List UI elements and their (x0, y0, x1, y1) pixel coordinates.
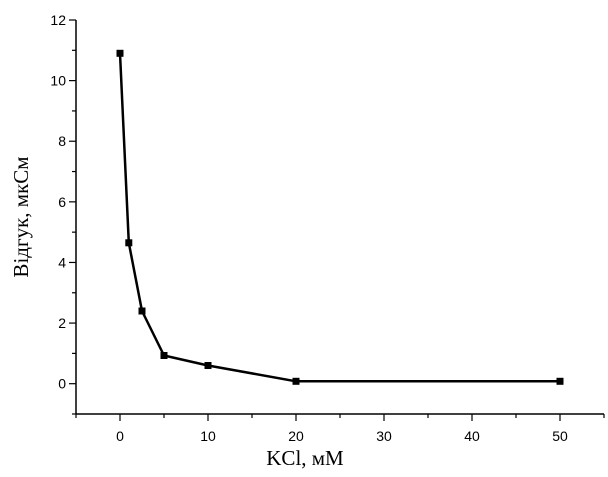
y-tick-label: 8 (58, 133, 66, 149)
y-tick-label: 6 (58, 194, 66, 210)
x-tick-label: 40 (464, 428, 480, 444)
y-tick-label: 2 (58, 315, 66, 331)
series-line (118, 53, 560, 383)
data-point (160, 352, 168, 359)
x-tick-label: 30 (376, 428, 392, 444)
x-tick-label: 10 (200, 428, 216, 444)
data-point (125, 239, 133, 247)
x-axis-title: KCl, мМ (266, 446, 344, 470)
data-point (292, 377, 300, 385)
data-point (556, 377, 564, 385)
y-axis-title: Відгук, мкСм (9, 156, 33, 277)
x-tick-label: 50 (552, 428, 568, 444)
y-tick-label: 10 (50, 73, 66, 89)
y-tick-label: 12 (50, 12, 66, 28)
x-tick-label: 0 (116, 428, 124, 444)
y-ticks (69, 19, 76, 415)
plot-frame (75, 20, 604, 415)
series-points (116, 49, 564, 385)
y-tick-label: 4 (58, 254, 66, 270)
y-tick-labels: 0 2 4 6 8 10 12 (50, 12, 66, 392)
x-tick-labels: 0 10 20 30 40 50 (116, 428, 568, 444)
x-tick-label: 20 (288, 428, 304, 444)
data-point (138, 307, 146, 315)
data-point (116, 49, 124, 57)
y-tick-label: 0 (58, 376, 66, 392)
x-ticks (75, 414, 605, 421)
data-point (204, 362, 212, 369)
